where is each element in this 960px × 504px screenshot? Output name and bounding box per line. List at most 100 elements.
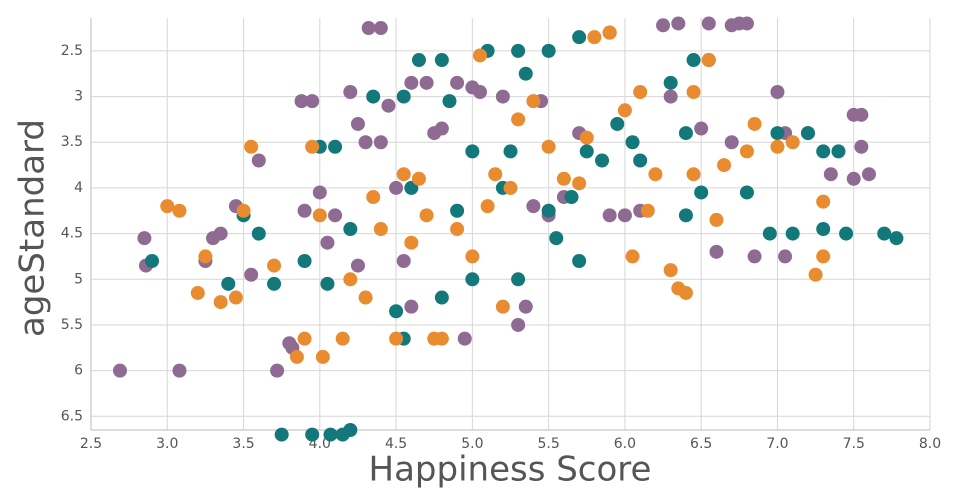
y-tick-label: 5.5	[61, 317, 83, 333]
point	[511, 317, 526, 332]
point	[694, 185, 709, 200]
point	[709, 244, 724, 259]
point	[350, 116, 365, 131]
point	[434, 290, 449, 305]
point	[411, 171, 426, 186]
point	[305, 427, 320, 442]
point	[172, 363, 187, 378]
point	[434, 121, 449, 136]
point	[221, 276, 236, 291]
point	[877, 226, 892, 241]
point	[396, 253, 411, 268]
point	[112, 363, 127, 378]
point	[724, 18, 739, 33]
point	[564, 190, 579, 205]
point	[678, 285, 693, 300]
y-tick-label: 6.5	[61, 408, 83, 424]
point	[770, 139, 785, 154]
point	[839, 226, 854, 241]
point	[739, 185, 754, 200]
point	[434, 331, 449, 346]
point	[747, 116, 762, 131]
point	[305, 139, 320, 154]
x-tick-label: 6.0	[614, 436, 636, 452]
point	[663, 263, 678, 278]
point	[816, 144, 831, 159]
point	[678, 126, 693, 141]
point	[312, 185, 327, 200]
point	[361, 21, 376, 36]
point	[404, 235, 419, 250]
point	[358, 290, 373, 305]
point	[572, 253, 587, 268]
point	[381, 98, 396, 113]
point	[160, 199, 175, 214]
point	[335, 331, 350, 346]
x-tick-label: 3.0	[156, 436, 178, 452]
point	[389, 331, 404, 346]
point	[854, 139, 869, 154]
point	[816, 222, 831, 237]
x-axis-label: Happiness Score	[369, 450, 652, 490]
point	[373, 135, 388, 150]
point	[778, 249, 793, 264]
point	[518, 299, 533, 314]
point	[297, 331, 312, 346]
point	[854, 107, 869, 122]
point	[213, 295, 228, 310]
y-tick-label: 3.5	[61, 134, 83, 150]
point	[495, 89, 510, 104]
point	[861, 167, 876, 182]
point	[404, 75, 419, 90]
y-tick-label: 6	[74, 363, 83, 379]
point	[511, 112, 526, 127]
point	[549, 231, 564, 246]
point	[762, 226, 777, 241]
point	[640, 203, 655, 218]
point	[625, 135, 640, 150]
point	[251, 226, 266, 241]
point	[450, 222, 465, 237]
point	[389, 304, 404, 319]
point	[785, 226, 800, 241]
x-tick-label: 7.5	[843, 436, 865, 452]
point	[244, 139, 259, 154]
point	[389, 180, 404, 195]
point	[785, 135, 800, 150]
point	[503, 180, 518, 195]
point	[648, 167, 663, 182]
point	[172, 203, 187, 218]
x-tick-label: 3.5	[232, 436, 254, 452]
x-tick-label: 5.5	[538, 436, 560, 452]
point	[556, 171, 571, 186]
point	[511, 272, 526, 287]
point	[503, 144, 518, 159]
point	[442, 94, 457, 109]
point	[465, 272, 480, 287]
point	[457, 331, 472, 346]
point	[739, 144, 754, 159]
x-tick-label: 7.0	[766, 436, 788, 452]
point	[846, 171, 861, 186]
point	[686, 84, 701, 99]
point	[267, 258, 282, 273]
point	[297, 203, 312, 218]
point	[686, 167, 701, 182]
point	[145, 253, 160, 268]
point	[625, 249, 640, 264]
point	[213, 226, 228, 241]
point	[228, 290, 243, 305]
x-tick-label: 6.5	[690, 436, 712, 452]
point	[541, 203, 556, 218]
y-tick-label: 4.5	[61, 226, 83, 242]
point	[678, 208, 693, 223]
y-tick-label: 2.5	[61, 43, 83, 59]
point	[694, 121, 709, 136]
point	[320, 235, 335, 250]
point	[770, 126, 785, 141]
point	[267, 276, 282, 291]
point	[270, 363, 285, 378]
point	[831, 144, 846, 159]
point	[244, 267, 259, 282]
point	[739, 16, 754, 31]
